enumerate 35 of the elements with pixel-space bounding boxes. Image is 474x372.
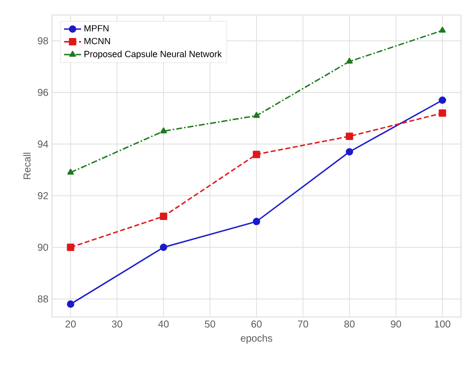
y-tick-label: 94 [38, 140, 48, 148]
point [438, 109, 446, 117]
y-tick-label: 98 [38, 37, 48, 44]
x-tick-label: 50 [204, 320, 216, 328]
point [253, 112, 260, 118]
y-tick-label: 88 [38, 295, 48, 302]
point [160, 127, 167, 134]
point [346, 58, 353, 64]
x-tick-label: 70 [298, 320, 308, 328]
point [160, 212, 168, 220]
x-tick-label: 100 [434, 320, 450, 328]
x-tick-label: 60 [251, 320, 262, 328]
point [252, 218, 260, 226]
point [66, 300, 74, 308]
x-axis-title: epochs [240, 334, 272, 344]
point [160, 244, 168, 251]
x-tick-label: 30 [112, 320, 122, 328]
y-tick-label: 90 [38, 244, 48, 251]
point [346, 148, 354, 156]
legend-label: Proposed Capsule Neural Network [84, 50, 222, 59]
y-tick-label: 92 [38, 192, 48, 200]
x-tick-label: 40 [158, 320, 169, 328]
point [66, 244, 74, 251]
x-tick-label: 90 [390, 320, 402, 328]
x-tick-label: 20 [66, 320, 76, 328]
point [439, 26, 446, 33]
point [346, 132, 354, 140]
point [67, 168, 74, 175]
y-tick-label: 96 [38, 88, 48, 96]
x-tick-label: 80 [344, 320, 355, 328]
point [438, 96, 446, 104]
legend-label: MPFN [84, 25, 108, 32]
point [252, 150, 260, 158]
y-axis-title: Recall [23, 152, 31, 180]
legend-label: MCNN [84, 38, 110, 44]
